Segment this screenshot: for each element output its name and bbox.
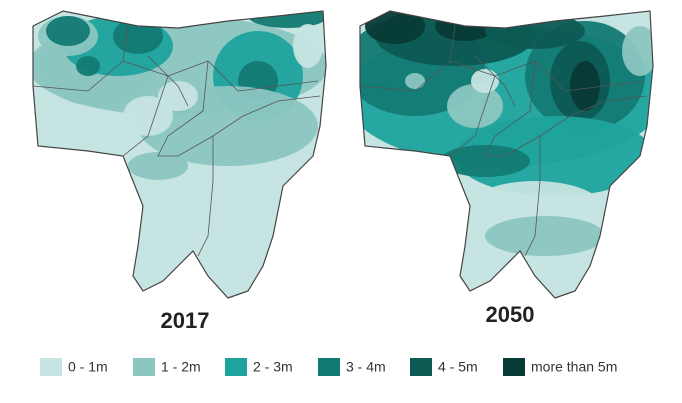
depth-zone (405, 73, 425, 89)
map-fill (33, 11, 326, 298)
depth-zone (46, 16, 90, 46)
legend-swatch (225, 358, 247, 376)
district-border (122, 25, 319, 92)
legend-swatch (410, 358, 432, 376)
depth-zone (455, 116, 653, 196)
district-border (32, 60, 124, 92)
depth-zone (293, 24, 323, 68)
district-border (449, 75, 496, 157)
depth-zone (447, 84, 503, 128)
district-border (197, 136, 214, 257)
map-fill (360, 11, 653, 298)
depth-zone (113, 18, 163, 54)
depth-zone (76, 56, 100, 76)
map-2017 (32, 10, 327, 299)
legend-label: 2 - 3m (253, 359, 293, 375)
legend-swatch (318, 358, 340, 376)
legend-swatch (133, 358, 155, 376)
depth-zone (570, 61, 600, 111)
depth-zone (248, 11, 326, 28)
depth-zone (123, 96, 173, 136)
district-border (122, 75, 169, 157)
legend-label: 4 - 5m (438, 359, 478, 375)
map-outline (359, 10, 654, 299)
depth-zone (485, 13, 585, 49)
legend: 0 - 1m 1 - 2m 2 - 3m 3 - 4m 4 - 5m more than … (40, 358, 617, 376)
depth-zone (158, 81, 198, 111)
district-border (474, 55, 516, 107)
legend-label: 0 - 1m (68, 359, 108, 375)
depth-zone (485, 216, 605, 256)
legend-swatch (503, 358, 525, 376)
district-border (524, 136, 541, 257)
district-border (147, 55, 189, 107)
map-outline (32, 10, 327, 299)
map-title: 2017 (161, 308, 210, 333)
district-border (359, 60, 451, 92)
map-2050 (359, 10, 654, 299)
depth-zone (128, 152, 188, 180)
district-border (484, 60, 648, 157)
depth-zone (440, 145, 530, 177)
legend-label: 1 - 2m (161, 359, 201, 375)
depth-zone (365, 11, 425, 44)
legend-label: more than 5m (531, 359, 617, 375)
map-title: 2050 (486, 302, 535, 327)
district-border (449, 25, 646, 92)
legend-label: 3 - 4m (346, 359, 386, 375)
legend-swatch (40, 358, 62, 376)
district-border (157, 60, 321, 157)
depth-zone (622, 26, 653, 76)
